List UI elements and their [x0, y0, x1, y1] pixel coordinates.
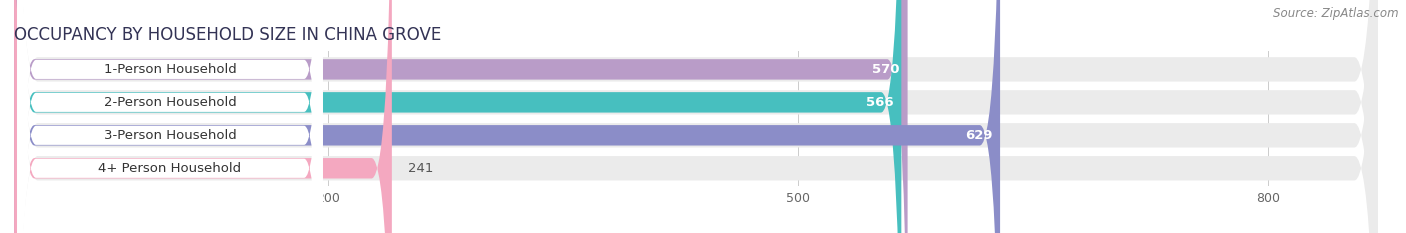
Text: 1-Person Household: 1-Person Household [104, 63, 236, 76]
FancyBboxPatch shape [14, 0, 901, 233]
Text: 4+ Person Household: 4+ Person Household [98, 162, 242, 175]
FancyBboxPatch shape [14, 0, 1000, 233]
FancyBboxPatch shape [14, 0, 392, 233]
Text: Source: ZipAtlas.com: Source: ZipAtlas.com [1274, 7, 1399, 20]
FancyBboxPatch shape [17, 0, 323, 233]
FancyBboxPatch shape [17, 0, 323, 233]
Text: 2-Person Household: 2-Person Household [104, 96, 236, 109]
Text: 570: 570 [872, 63, 900, 76]
FancyBboxPatch shape [14, 0, 1378, 233]
FancyBboxPatch shape [17, 0, 323, 233]
Text: 241: 241 [408, 162, 433, 175]
Text: OCCUPANCY BY HOUSEHOLD SIZE IN CHINA GROVE: OCCUPANCY BY HOUSEHOLD SIZE IN CHINA GRO… [14, 26, 441, 44]
FancyBboxPatch shape [14, 0, 1378, 233]
FancyBboxPatch shape [17, 0, 323, 233]
FancyBboxPatch shape [14, 0, 1378, 233]
Text: 3-Person Household: 3-Person Household [104, 129, 236, 142]
Text: 566: 566 [866, 96, 893, 109]
Text: 629: 629 [965, 129, 993, 142]
FancyBboxPatch shape [14, 0, 908, 233]
FancyBboxPatch shape [14, 0, 1378, 233]
